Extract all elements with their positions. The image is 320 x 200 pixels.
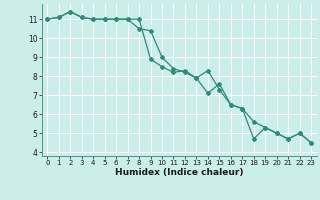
X-axis label: Humidex (Indice chaleur): Humidex (Indice chaleur) xyxy=(115,168,244,177)
